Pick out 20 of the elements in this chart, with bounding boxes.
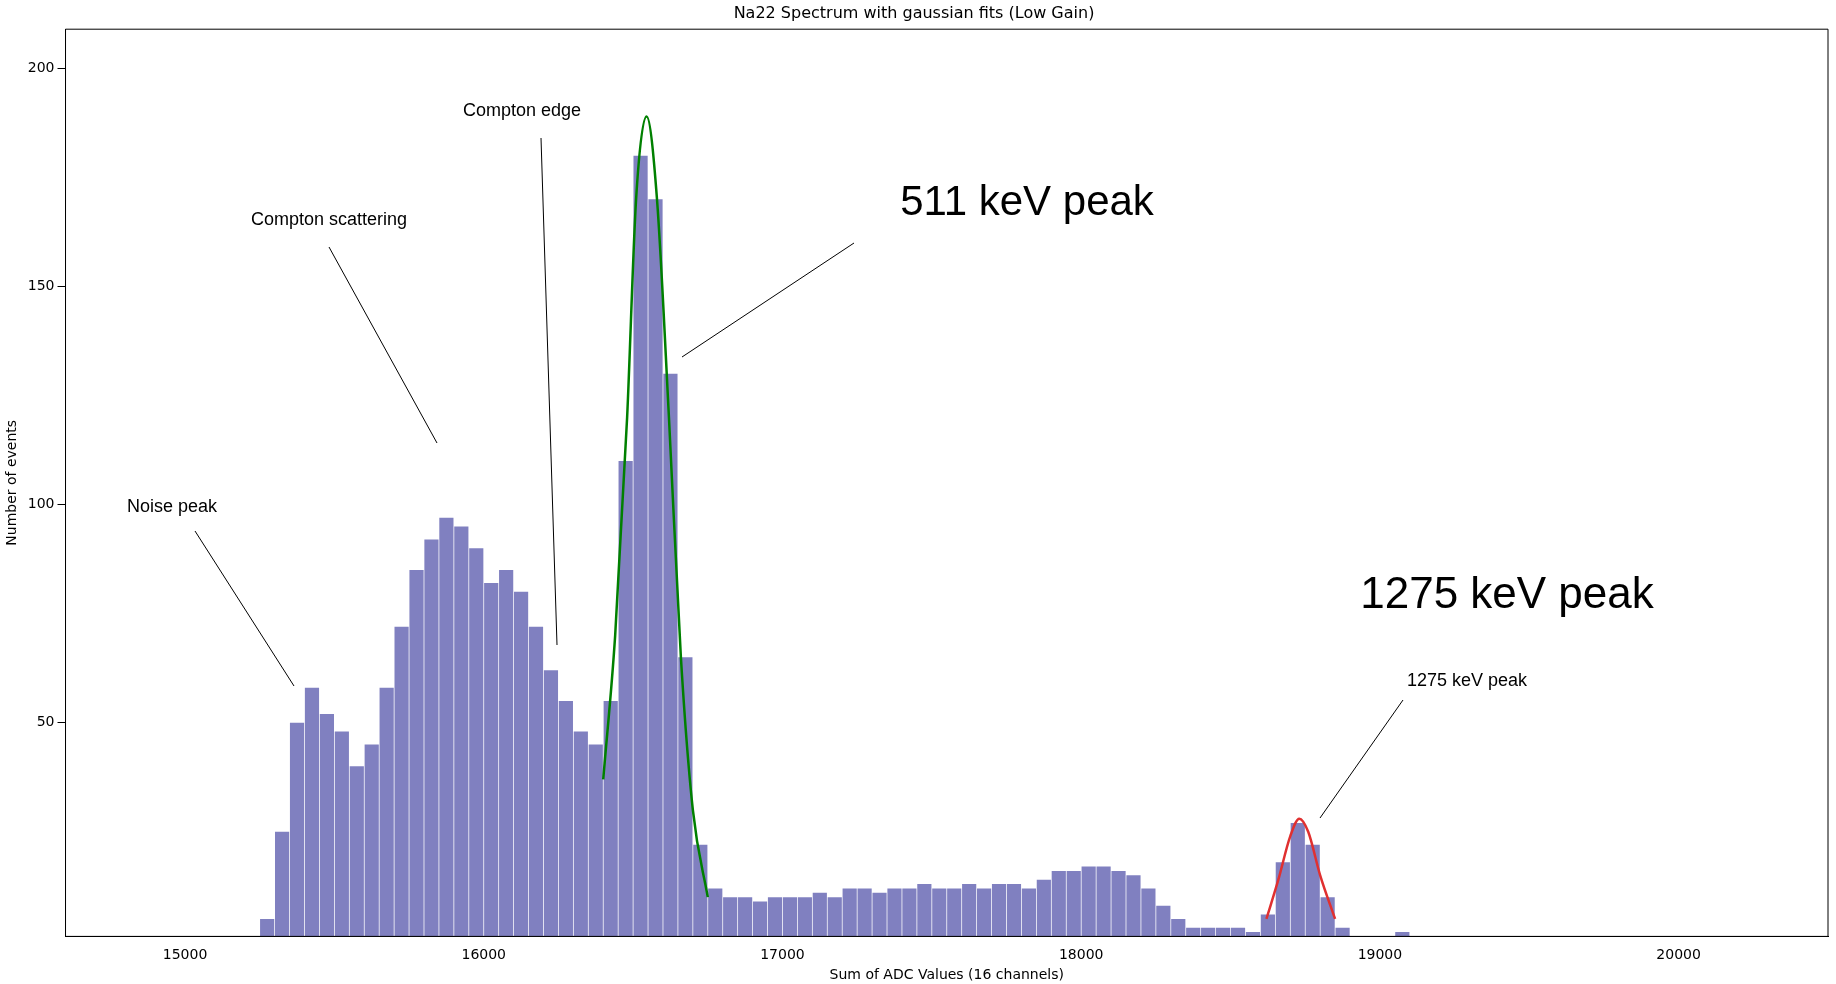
x-tick-label: 15000	[162, 946, 208, 963]
annotation: 1275 keV peak	[1360, 568, 1654, 618]
y-axis-title: Number of events	[3, 419, 20, 546]
annotation: Compton edge	[462, 99, 582, 121]
annotation: Noise peak	[126, 495, 218, 517]
y-tick-label: 100	[27, 495, 55, 512]
x-axis-title: Sum of ADC Values (16 channels)	[829, 966, 1064, 983]
chart-title: Na22 Spectrum with gaussian fits (Low Gain)	[733, 2, 1095, 22]
line-series	[601, 115, 710, 899]
x-tick-label: 16000	[461, 946, 507, 963]
x-tick-label: 18000	[1058, 946, 1104, 963]
annotation: 511 keV peak	[900, 177, 1154, 225]
annotation: 1275 keV peak	[1406, 669, 1528, 691]
x-tick-label: 19000	[1357, 946, 1403, 963]
y-tick-label: 150	[27, 277, 55, 294]
y-tick-label: 50	[36, 713, 55, 730]
y-tick-label: 200	[27, 59, 55, 76]
annotation: Compton scattering	[250, 208, 408, 230]
x-tick-label: 20000	[1656, 946, 1701, 963]
x-tick-label: 17000	[760, 946, 805, 963]
